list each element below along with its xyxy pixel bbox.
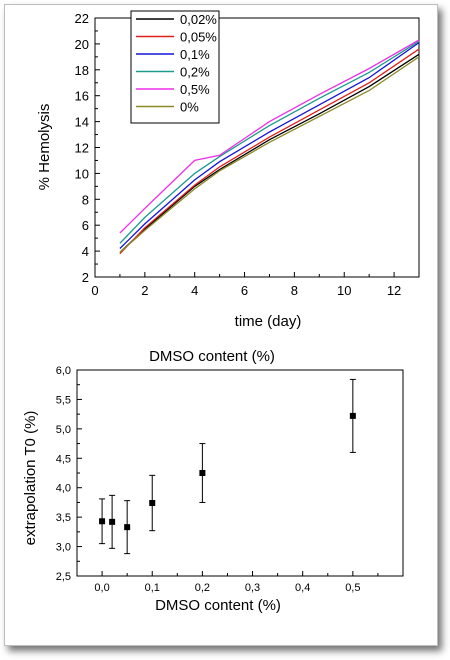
hemolysis-x-tick-label: 0 xyxy=(91,283,98,298)
hemolysis-series-line-3 xyxy=(119,40,420,244)
extrapolation-x-tick-label: 0,4 xyxy=(295,582,310,594)
hemolysis-x-tick-label: 10 xyxy=(337,283,351,298)
extrapolation-x-tick-label: 0,0 xyxy=(94,582,109,594)
hemolysis-x-tick-label: 8 xyxy=(291,283,298,298)
hemolysis-x-ticks: 0 2 4 6 8 10 12 xyxy=(91,272,401,298)
hemolysis-x-tick-label: 2 xyxy=(141,283,148,298)
hemolysis-y-ticks: 2 4 6 8 10 12 14 16 18 20 22 xyxy=(75,11,100,285)
data-point-2 xyxy=(124,524,131,531)
hemolysis-legend: 0,02% 0,05% 0,1% 0,2% 0,5% 0% xyxy=(130,10,220,124)
extrapolation-y-tick-label: 6,0 xyxy=(56,365,71,377)
hemolysis-series-group xyxy=(119,39,420,255)
hemolysis-series-line-4 xyxy=(119,39,420,234)
legend-label-3: 0,2% xyxy=(180,65,210,80)
extrapolation-x-axis-label: DMSO content (%) xyxy=(155,597,281,614)
extrapolation-x-tick-label: 0,3 xyxy=(245,582,260,594)
hemolysis-series-line-5 xyxy=(119,56,420,253)
extrapolation-points-group xyxy=(99,378,356,555)
extrapolation-y-tick-label: 2,5 xyxy=(56,571,71,583)
hemolysis-y-tick-label: 4 xyxy=(82,244,89,259)
hemolysis-y-tick-label: 20 xyxy=(75,37,89,52)
data-point-5 xyxy=(349,412,356,419)
extrapolation-y-tick-label: 5,5 xyxy=(56,394,71,406)
data-point-1 xyxy=(109,518,116,525)
extrapolation-x-tick-label: 0,2 xyxy=(195,582,210,594)
legend-label-1: 0,05% xyxy=(180,30,217,45)
extrapolation-x-tick-label: 0,5 xyxy=(345,582,360,594)
hemolysis-y-tick-label: 22 xyxy=(75,11,89,26)
hemolysis-x-axis-label: time (day) xyxy=(235,313,302,330)
hemolysis-y-tick-label: 2 xyxy=(82,270,89,285)
hemolysis-legend-box xyxy=(130,10,220,124)
hemolysis-series-line-0 xyxy=(119,53,420,253)
legend-label-4: 0,5% xyxy=(180,82,210,97)
data-point-3 xyxy=(149,500,156,507)
extrapolation-y-tick-label: 4,0 xyxy=(56,483,71,495)
hemolysis-x-tick-label: 4 xyxy=(191,283,198,298)
hemolysis-x-tick-label: 12 xyxy=(387,283,401,298)
hemolysis-y-tick-label: 8 xyxy=(82,192,89,207)
legend-label-2: 0,1% xyxy=(180,47,210,62)
extrapolation-y-axis-label: extrapolation T0 (%) xyxy=(22,411,39,546)
legend-label-0: 0,02% xyxy=(180,12,217,27)
extrapolation-y-tick-label: 3,5 xyxy=(56,512,71,524)
hemolysis-y-tick-label: 6 xyxy=(82,218,89,233)
data-point-0 xyxy=(99,518,106,525)
hemolysis-y-tick-label: 16 xyxy=(75,89,89,104)
extrapolation-y-tick-label: 3,0 xyxy=(56,542,71,554)
extrapolation-y-tick-label: 5,0 xyxy=(56,424,71,436)
extrapolation-y-tick-label: 4,5 xyxy=(56,453,71,465)
extrapolation-chart: DMSO content (%) 0,0 0,1 0,2 0,3 0,4 0,5 2,5 3… xyxy=(22,348,404,614)
hemolysis-y-tick-label: 12 xyxy=(75,141,89,156)
figure-card xyxy=(4,4,438,646)
extrapolation-x-tick-label: 0,1 xyxy=(145,582,160,594)
extrapolation-x-ticks: 0,0 0,1 0,2 0,3 0,4 0,5 xyxy=(94,571,379,594)
hemolysis-y-tick-label: 10 xyxy=(75,166,89,181)
hemolysis-series-line-2 xyxy=(119,42,420,249)
hemolysis-x-tick-label: 6 xyxy=(241,283,248,298)
extrapolation-y-ticks: 2,5 3,0 3,5 4,0 4,5 5,0 5,5 6,0 xyxy=(56,365,82,583)
legend-label-5: 0% xyxy=(180,100,199,115)
hemolysis-y-tick-label: 14 xyxy=(75,115,89,130)
hemolysis-series-line-1 xyxy=(119,48,420,255)
hemolysis-y-tick-label: 18 xyxy=(75,63,89,78)
extrapolation-chart-title: DMSO content (%) xyxy=(149,348,275,365)
extrapolation-plot-frame xyxy=(76,369,404,577)
data-point-4 xyxy=(199,470,206,476)
hemolysis-y-axis-label: % Hemolysis xyxy=(36,104,53,191)
